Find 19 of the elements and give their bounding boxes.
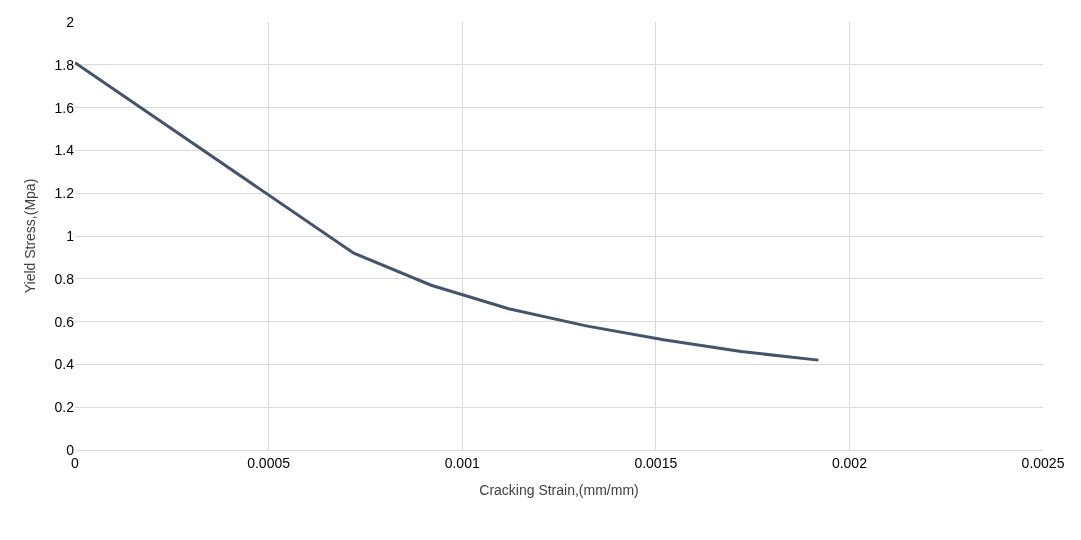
y-tick-label: 0.2 (54, 399, 75, 416)
x-tick-label: 0.001 (444, 454, 480, 471)
y-tick-label: 1 (66, 227, 75, 244)
x-axis-title: Cracking Strain,(mm/mm) (479, 482, 639, 499)
line-series (75, 61, 820, 362)
y-axis-title: Yield Stress,(Mpa) (22, 178, 39, 294)
y-tick-label: 1.4 (54, 142, 75, 159)
x-tick-label: 0.0025 (1021, 454, 1065, 471)
x-tick-label: 0.0015 (634, 454, 678, 471)
y-tick-label: 1.2 (54, 185, 75, 202)
y-tick-label: 2 (66, 13, 75, 30)
y-tick-label: 0.8 (54, 270, 75, 287)
y-tick-label: 0 (66, 441, 75, 458)
x-tick-label: 0.002 (831, 454, 868, 471)
y-tick-label: 1.6 (54, 99, 75, 116)
y-tick-label: 0.6 (54, 313, 75, 330)
y-tick-label: 1.8 (54, 56, 75, 73)
x-tick-label: 0.0005 (247, 454, 291, 471)
y-tick-label: 0.4 (54, 356, 75, 373)
